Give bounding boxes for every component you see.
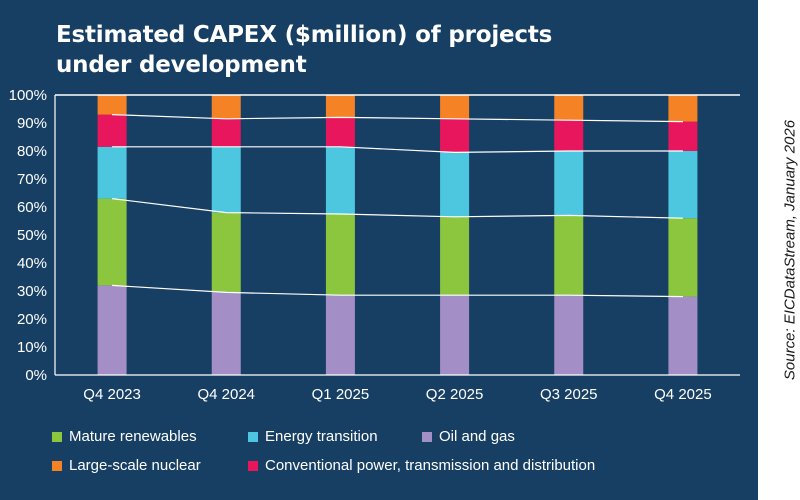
bar-segment-energy-transition (668, 151, 698, 219)
bar-segment-oil-and-gas (668, 296, 698, 375)
bar-segment-mature-renewables (440, 216, 470, 296)
legend-swatch-conventional-power (248, 460, 258, 471)
y-tick-label: 0% (25, 367, 47, 384)
source-note: Source: EICDataStream, January 2026 (781, 119, 799, 381)
series-connector-line (112, 114, 683, 123)
bar-segment-mature-renewables (211, 212, 241, 293)
bar-segment-large-scale-nuclear (668, 95, 698, 122)
x-tick-label: Q4 2024 (197, 386, 255, 403)
bar-segment-oil-and-gas (97, 285, 127, 375)
legend-swatch-energy-transition (248, 431, 258, 442)
x-tick-label: Q3 2025 (540, 386, 598, 403)
legend-item-mature-renewables: Mature renewables (52, 428, 197, 445)
chart-panel: Estimated CAPEX ($million) of projects u… (0, 0, 758, 500)
legend-swatch-mature-renewables (52, 431, 62, 442)
bar-segment-conventional-power (668, 121, 698, 151)
y-tick-label: 70% (17, 171, 47, 188)
x-tick-label: Q1 2025 (312, 386, 370, 403)
bar-segment-conventional-power (440, 118, 470, 153)
chart-title-line-2: under development (56, 52, 307, 78)
legend-label-energy-transition: Energy transition (265, 428, 378, 445)
legend-item-energy-transition: Energy transition (248, 428, 378, 445)
bar-segment-conventional-power (554, 120, 584, 151)
bar-segment-oil-and-gas (440, 295, 470, 375)
bar-segment-oil-and-gas (325, 295, 355, 375)
legend-swatch-oil-and-gas (422, 431, 432, 442)
x-tick-label: Q2 2025 (426, 386, 484, 403)
bar-segment-large-scale-nuclear (211, 95, 241, 119)
series-connector-line (112, 284, 683, 298)
bar-segment-large-scale-nuclear (325, 95, 355, 118)
bar-segment-mature-renewables (668, 218, 698, 297)
legend-item-conventional-power: Conventional power, transmission and dis… (248, 457, 595, 474)
stacked-bar-chart: 0% 10% 20% 30% 40% 50% 60% 70% 80% 90% 100% Q4 2023… (9, 87, 740, 403)
y-tick-label: 40% (17, 255, 47, 272)
bar-segment-large-scale-nuclear (440, 95, 470, 119)
y-tick-label: 60% (17, 199, 47, 216)
bar-segment-energy-transition (211, 146, 241, 213)
x-tick-label: Q4 2025 (654, 386, 712, 403)
bar-segment-mature-renewables (97, 198, 127, 286)
legend-label-mature-renewables: Mature renewables (69, 428, 197, 445)
legend-item-large-scale-nuclear: Large-scale nuclear (52, 457, 201, 474)
bar-segment-mature-renewables (325, 214, 355, 296)
chart-title-line-1: Estimated CAPEX ($million) of projects (56, 22, 553, 48)
legend-label-large-scale-nuclear: Large-scale nuclear (69, 457, 201, 474)
bar-segment-energy-transition (440, 152, 470, 217)
series-connector-line (112, 146, 683, 154)
bar-segment-conventional-power (211, 118, 241, 147)
bar-segment-mature-renewables (554, 215, 584, 296)
bar-segment-conventional-power (325, 117, 355, 147)
bar-segment-energy-transition (325, 146, 355, 214)
bar-segment-oil-and-gas (211, 292, 241, 375)
series-connector-line (112, 198, 683, 219)
bar-segment-energy-transition (97, 146, 127, 199)
y-tick-label: 50% (17, 227, 47, 244)
y-tick-label: 30% (17, 283, 47, 300)
legend-swatch-large-scale-nuclear (52, 460, 62, 471)
y-tick-label: 10% (17, 339, 47, 356)
y-tick-label: 20% (17, 311, 47, 328)
y-tick-label: 80% (17, 143, 47, 160)
bar-segment-conventional-power (97, 114, 127, 147)
bar-segment-large-scale-nuclear (97, 95, 127, 115)
x-tick-label: Q4 2023 (83, 386, 141, 403)
legend-label-conventional-power: Conventional power, transmission and dis… (265, 457, 596, 474)
bar-segment-energy-transition (554, 151, 584, 216)
chart-title: Estimated CAPEX ($million) of projects u… (56, 20, 616, 80)
legend-item-oil-and-gas: Oil and gas (422, 428, 515, 445)
legend-label-oil-and-gas: Oil and gas (439, 428, 515, 445)
bar-segment-oil-and-gas (554, 295, 584, 375)
y-tick-label: 100% (9, 87, 47, 104)
bar-segment-large-scale-nuclear (554, 95, 584, 121)
y-tick-label: 90% (17, 115, 47, 132)
